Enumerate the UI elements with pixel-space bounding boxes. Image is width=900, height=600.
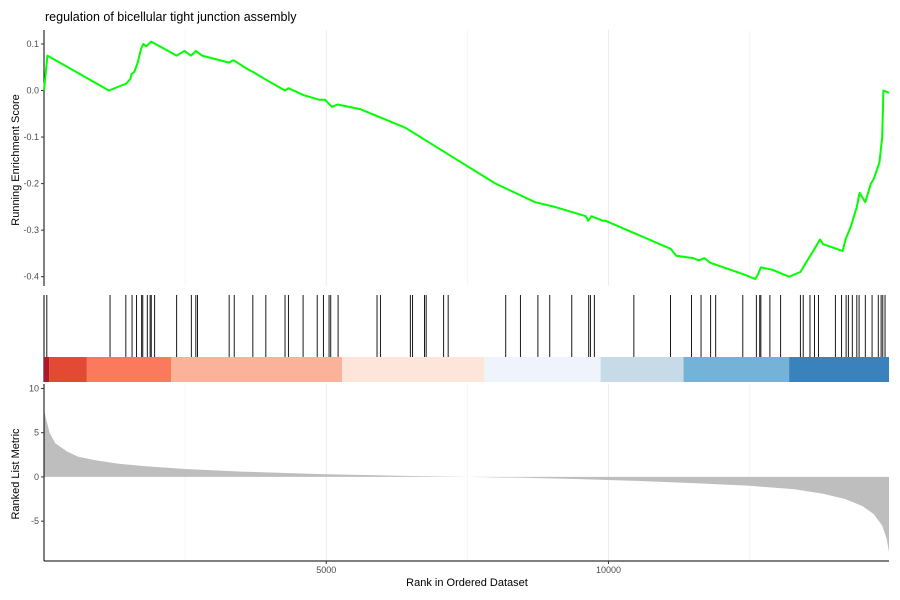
running-enrichment-panel: 0.1 0.0 -0.1 -0.2 -0.3 -0.4 bbox=[23, 30, 890, 286]
x-tick-label-1: 10000 bbox=[596, 565, 621, 575]
rank-color-band-2 bbox=[86, 357, 172, 382]
ranked-list-y-label: Ranked List Metric bbox=[10, 428, 22, 520]
es-y-tick-label-4: -0.3 bbox=[23, 225, 39, 235]
rank-color-band-4 bbox=[342, 357, 485, 382]
rank-color-band-5 bbox=[484, 357, 601, 382]
x-axis-label: Rank in Ordered Dataset bbox=[406, 577, 528, 589]
rank-color-band-6 bbox=[600, 357, 684, 382]
rank-color-band-8 bbox=[789, 357, 889, 382]
rank-color-band-0 bbox=[44, 357, 50, 382]
running-enrichment-line bbox=[43, 40, 890, 280]
es-y-tick-label-3: -0.2 bbox=[23, 179, 39, 189]
es-y-tick-label-1: 0.0 bbox=[26, 86, 39, 96]
es-y-tick-label-0: 0.1 bbox=[26, 39, 39, 49]
ranked-list-area bbox=[44, 410, 889, 553]
x-tick-label-0: 5000 bbox=[316, 565, 336, 575]
gene-hits-panel bbox=[43, 295, 889, 382]
ranked-list-panel: 10 5 0 -5 5000 10000 bbox=[29, 383, 889, 575]
rank-color-band-7 bbox=[683, 357, 790, 382]
running-enrichment-y-label: Running Enrichment Score bbox=[10, 94, 22, 225]
rank-y-tick-label-3: -5 bbox=[31, 516, 39, 526]
rank-color-band-1 bbox=[49, 357, 87, 382]
es-y-tick-label-5: -0.4 bbox=[23, 272, 39, 282]
rank-color-band-3 bbox=[171, 357, 343, 382]
rank-y-tick-label-2: 0 bbox=[34, 472, 39, 482]
rank-y-tick-label-1: 5 bbox=[34, 428, 39, 438]
es-y-tick-label-2: -0.1 bbox=[23, 132, 39, 142]
chart-title: regulation of bicellular tight junction … bbox=[45, 10, 297, 24]
rank-y-tick-label-0: 10 bbox=[29, 383, 39, 393]
